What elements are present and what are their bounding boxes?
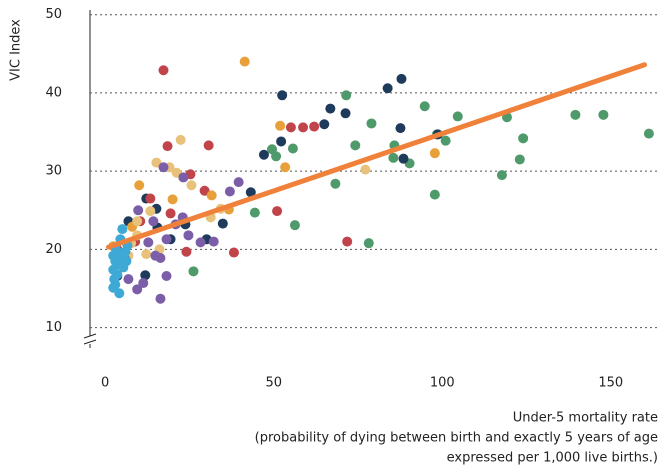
point bbox=[514, 154, 525, 165]
point bbox=[228, 247, 239, 258]
y-tick-label: 10 bbox=[45, 320, 62, 335]
y-axis-title: VIC Index bbox=[9, 19, 24, 81]
point bbox=[162, 141, 173, 152]
point bbox=[155, 253, 166, 264]
point bbox=[440, 135, 451, 146]
point bbox=[271, 151, 282, 162]
point bbox=[398, 153, 409, 164]
point bbox=[382, 83, 393, 94]
point bbox=[195, 237, 206, 248]
point bbox=[121, 256, 132, 267]
point bbox=[175, 134, 186, 145]
point bbox=[167, 194, 178, 205]
point bbox=[341, 90, 352, 101]
y-tick-label: 30 bbox=[45, 164, 62, 179]
point bbox=[319, 119, 330, 130]
point bbox=[277, 90, 288, 101]
x-tick-label: 150 bbox=[598, 376, 623, 391]
point bbox=[245, 187, 256, 198]
y-tick-label: 20 bbox=[45, 242, 62, 257]
point bbox=[132, 284, 143, 295]
point bbox=[138, 278, 149, 289]
point bbox=[108, 282, 119, 293]
point bbox=[208, 236, 219, 247]
point bbox=[145, 193, 156, 204]
trend-line bbox=[106, 62, 648, 250]
point bbox=[496, 170, 507, 181]
point bbox=[199, 185, 210, 196]
x-tick-label: 50 bbox=[265, 376, 282, 391]
x-axis-title: Under-5 mortality rate bbox=[513, 411, 658, 426]
point bbox=[643, 128, 654, 139]
point bbox=[429, 189, 440, 200]
point bbox=[239, 56, 250, 67]
point bbox=[570, 109, 581, 120]
point bbox=[360, 164, 371, 175]
point bbox=[165, 208, 176, 219]
point bbox=[141, 249, 152, 260]
x-tick-label: 100 bbox=[430, 376, 455, 391]
x-axis-title: expressed per 1,000 live births.) bbox=[447, 451, 658, 466]
point bbox=[249, 207, 260, 218]
point bbox=[134, 180, 145, 191]
point bbox=[275, 120, 286, 131]
point bbox=[366, 118, 377, 129]
point bbox=[298, 122, 309, 133]
point bbox=[396, 73, 407, 84]
point bbox=[518, 133, 529, 144]
point bbox=[178, 172, 189, 183]
point bbox=[276, 136, 287, 147]
point bbox=[206, 190, 217, 201]
point bbox=[429, 148, 440, 159]
point bbox=[325, 103, 336, 114]
point bbox=[123, 274, 134, 285]
point bbox=[112, 269, 123, 280]
point bbox=[395, 123, 406, 134]
point bbox=[330, 178, 341, 189]
point bbox=[233, 177, 244, 188]
point bbox=[419, 101, 430, 112]
point bbox=[280, 162, 291, 173]
point bbox=[188, 266, 199, 277]
point bbox=[158, 65, 169, 76]
x-tick-label: 0 bbox=[101, 376, 109, 391]
point bbox=[183, 230, 194, 241]
point bbox=[224, 186, 235, 197]
point bbox=[132, 216, 143, 227]
point bbox=[272, 206, 283, 217]
point bbox=[158, 162, 169, 173]
point bbox=[140, 270, 151, 281]
x-axis-title: (probability of dying between birth and … bbox=[255, 431, 658, 446]
point bbox=[181, 246, 192, 257]
point bbox=[289, 220, 300, 231]
point bbox=[342, 236, 353, 247]
y-tick-label: 40 bbox=[45, 85, 62, 100]
axis-break bbox=[83, 333, 97, 345]
point bbox=[452, 111, 463, 122]
point bbox=[161, 234, 172, 245]
point bbox=[186, 180, 197, 191]
point bbox=[285, 122, 296, 133]
point bbox=[350, 140, 361, 151]
point bbox=[161, 271, 172, 282]
point bbox=[203, 140, 214, 151]
point bbox=[287, 143, 298, 154]
point bbox=[598, 109, 609, 120]
point bbox=[388, 152, 399, 163]
point bbox=[143, 237, 154, 248]
point bbox=[148, 216, 159, 227]
point bbox=[340, 108, 351, 119]
point bbox=[363, 238, 374, 249]
point bbox=[133, 205, 144, 216]
point bbox=[117, 224, 128, 235]
point bbox=[217, 218, 228, 229]
point bbox=[309, 121, 320, 132]
point bbox=[151, 157, 162, 168]
point bbox=[155, 293, 166, 304]
point bbox=[145, 206, 156, 217]
y-tick-label: 50 bbox=[45, 7, 62, 22]
point bbox=[258, 149, 269, 160]
